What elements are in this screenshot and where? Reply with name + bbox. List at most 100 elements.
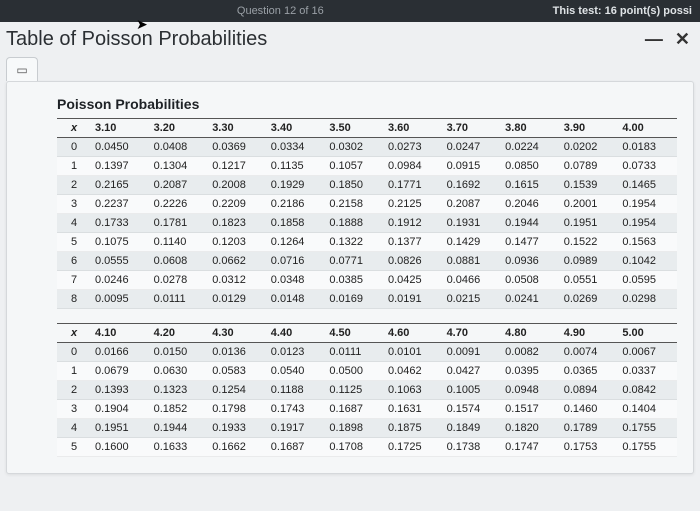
lambda-header-2-1: 4.20 [150,324,209,343]
page-title: Table of Poisson Probabilities [6,28,267,51]
lambda-header-2-8: 4.90 [560,324,619,343]
prob-cell: 0.0984 [384,157,443,176]
prob-cell: 0.0298 [618,290,677,309]
prob-cell: 0.1140 [150,233,209,252]
prob-cell: 0.0894 [560,381,619,400]
lambda-header-2-7: 4.80 [501,324,560,343]
prob-cell: 0.1753 [560,438,619,457]
prob-cell: 0.2226 [150,195,209,214]
x-value: 7 [57,271,91,290]
prob-cell: 0.2158 [325,195,384,214]
prob-cell: 0.0169 [325,290,384,309]
table-row: 40.19510.19440.19330.19170.18980.18750.1… [57,419,677,438]
prob-cell: 0.0842 [618,381,677,400]
prob-cell: 0.1725 [384,438,443,457]
prob-cell: 0.0915 [443,157,502,176]
prob-cell: 0.0302 [325,138,384,157]
prob-cell: 0.1954 [618,195,677,214]
prob-cell: 0.0936 [501,252,560,271]
lambda-header-1-3: 3.40 [267,119,326,138]
prob-cell: 0.0312 [208,271,267,290]
prob-cell: 0.1823 [208,214,267,233]
prob-cell: 0.0369 [208,138,267,157]
prob-cell: 0.1747 [501,438,560,457]
prob-cell: 0.1755 [618,438,677,457]
prob-cell: 0.0202 [560,138,619,157]
prob-cell: 0.0337 [618,362,677,381]
prob-cell: 0.1057 [325,157,384,176]
prob-cell: 0.1254 [208,381,267,400]
prob-cell: 0.1933 [208,419,267,438]
prob-cell: 0.0500 [325,362,384,381]
prob-cell: 0.0136 [208,343,267,362]
x-value: 6 [57,252,91,271]
prob-cell: 0.1203 [208,233,267,252]
prob-cell: 0.0555 [91,252,150,271]
x-value: 2 [57,176,91,195]
x-value: 3 [57,195,91,214]
table-row: 70.02460.02780.03120.03480.03850.04250.0… [57,271,677,290]
prob-cell: 0.2008 [208,176,267,195]
prob-cell: 0.1858 [267,214,326,233]
prob-cell: 0.0450 [91,138,150,157]
prob-cell: 0.1323 [150,381,209,400]
prob-cell: 0.0095 [91,290,150,309]
prob-cell: 0.1852 [150,400,209,419]
prob-cell: 0.1951 [560,214,619,233]
prob-cell: 0.0408 [150,138,209,157]
prob-cell: 0.1539 [560,176,619,195]
prob-cell: 0.1951 [91,419,150,438]
prob-cell: 0.0583 [208,362,267,381]
minimize-icon[interactable]: — [645,29,663,50]
prob-cell: 0.0385 [325,271,384,290]
prob-cell: 0.1929 [267,176,326,195]
prob-cell: 0.1563 [618,233,677,252]
prob-cell: 0.1771 [384,176,443,195]
prob-cell: 0.0595 [618,271,677,290]
tab-icon[interactable]: ▭ [6,57,38,81]
question-indicator: Question 12 of 16 [8,5,553,17]
prob-cell: 0.0508 [501,271,560,290]
prob-cell: 0.2186 [267,195,326,214]
prob-cell: 0.0215 [443,290,502,309]
prob-cell: 0.0166 [91,343,150,362]
prob-cell: 0.0427 [443,362,502,381]
prob-cell: 0.0224 [501,138,560,157]
table-row: 60.05550.06080.06620.07160.07710.08260.0… [57,252,677,271]
x-value: 0 [57,343,91,362]
prob-cell: 0.0082 [501,343,560,362]
prob-cell: 0.0733 [618,157,677,176]
prob-cell: 0.1789 [560,419,619,438]
prob-cell: 0.1687 [325,400,384,419]
prob-cell: 0.0123 [267,343,326,362]
prob-cell: 0.0183 [618,138,677,157]
prob-cell: 0.1904 [91,400,150,419]
prob-cell: 0.0771 [325,252,384,271]
x-value: 1 [57,157,91,176]
prob-cell: 0.0067 [618,343,677,362]
prob-cell: 0.2087 [443,195,502,214]
prob-cell: 0.1393 [91,381,150,400]
prob-cell: 0.1888 [325,214,384,233]
lambda-header-1-1: 3.20 [150,119,209,138]
prob-cell: 0.0540 [267,362,326,381]
close-icon[interactable]: ✕ [675,29,690,50]
table-row: 30.22370.22260.22090.21860.21580.21250.2… [57,195,677,214]
prob-cell: 0.0334 [267,138,326,157]
prob-cell: 0.0074 [560,343,619,362]
prob-cell: 0.1465 [618,176,677,195]
prob-cell: 0.0269 [560,290,619,309]
prob-cell: 0.0881 [443,252,502,271]
table-row: 50.16000.16330.16620.16870.17080.17250.1… [57,438,677,457]
prob-cell: 0.1849 [443,419,502,438]
prob-cell: 0.1517 [501,400,560,419]
prob-cell: 0.0425 [384,271,443,290]
tab-strip: ▭ [0,55,700,81]
lambda-header-2-5: 4.60 [384,324,443,343]
poisson-table-2: x4.104.204.304.404.504.604.704.804.905.0… [57,323,677,457]
lambda-header-1-4: 3.50 [325,119,384,138]
poisson-table-1: x3.103.203.303.403.503.603.703.803.904.0… [57,118,677,309]
prob-cell: 0.0989 [560,252,619,271]
prob-cell: 0.1600 [91,438,150,457]
prob-cell: 0.1615 [501,176,560,195]
